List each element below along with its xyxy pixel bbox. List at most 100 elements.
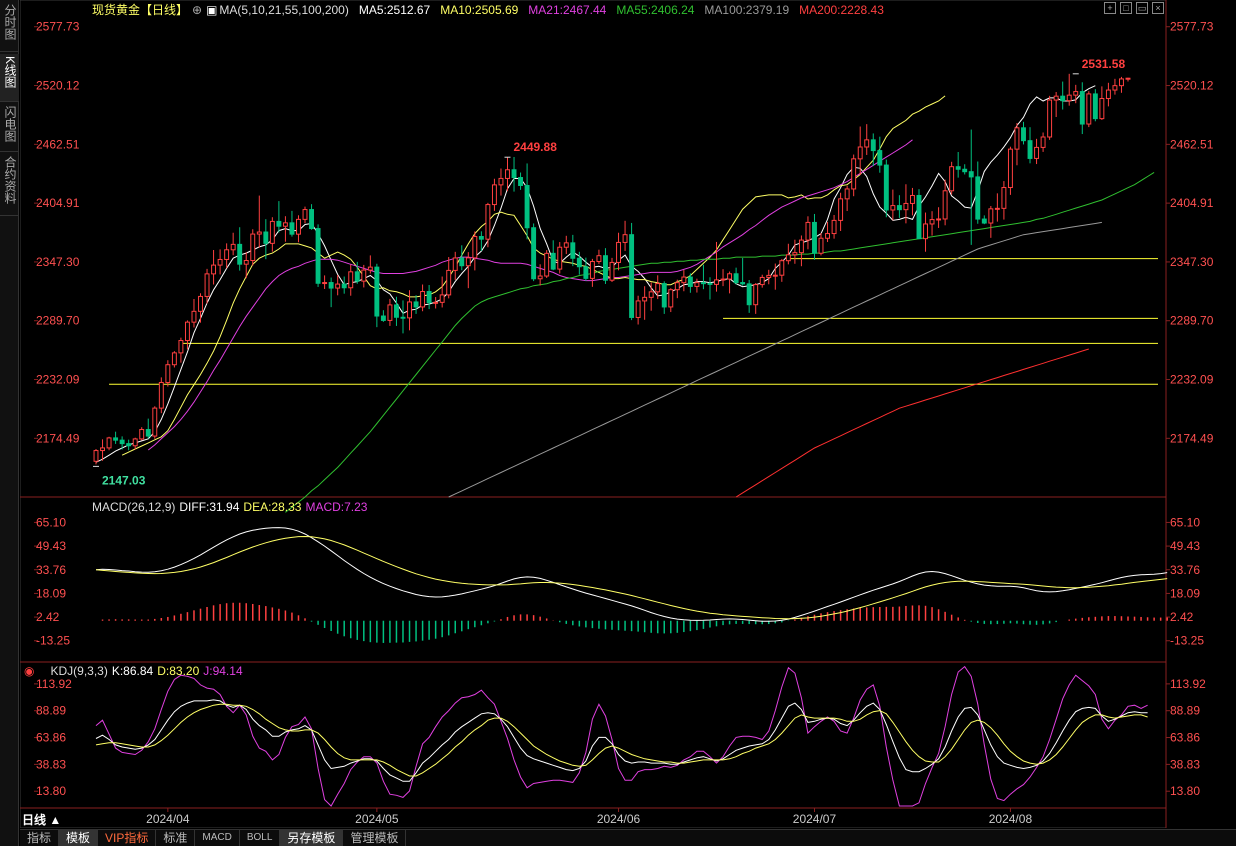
candle-body[interactable] — [779, 260, 785, 276]
candle-body[interactable] — [648, 291, 654, 298]
kdj-settings-icon[interactable]: ◉ — [24, 664, 35, 678]
candle-body[interactable] — [831, 219, 837, 235]
candle-body[interactable] — [923, 223, 928, 240]
candle-body[interactable] — [132, 438, 138, 447]
candle-body[interactable] — [792, 252, 798, 256]
candle-body[interactable] — [446, 269, 452, 296]
tab-manage-template[interactable]: 管理模板 — [343, 830, 407, 846]
candle-body[interactable] — [1079, 91, 1085, 125]
candle-body[interactable] — [100, 447, 105, 452]
candle-body[interactable] — [629, 234, 635, 318]
candle-body[interactable] — [387, 304, 393, 321]
candle-body[interactable] — [576, 257, 582, 268]
candle-body[interactable] — [224, 249, 230, 260]
candle-body[interactable] — [759, 276, 765, 286]
candle-body[interactable] — [1007, 148, 1013, 189]
candle-body[interactable] — [171, 352, 177, 366]
fullscreen-icon[interactable]: □ — [1120, 2, 1132, 14]
candle-body[interactable] — [243, 260, 249, 265]
candle-body[interactable] — [191, 310, 197, 323]
candle-body[interactable] — [746, 283, 752, 306]
candle-body[interactable] — [1086, 93, 1092, 125]
restore-icon[interactable]: ▭ — [1136, 2, 1148, 14]
candle-body[interactable] — [909, 194, 915, 204]
ma-settings-icon[interactable]: ▣ — [206, 3, 218, 17]
candle-body[interactable] — [1040, 136, 1046, 148]
candle-body[interactable] — [152, 407, 158, 437]
candle-body[interactable] — [139, 429, 145, 440]
candle-body[interactable] — [296, 218, 301, 235]
candle-body[interactable] — [302, 209, 308, 220]
candle-body[interactable] — [563, 242, 569, 248]
candle-body[interactable] — [1105, 89, 1111, 100]
candle-body[interactable] — [616, 241, 621, 263]
candle-body[interactable] — [1060, 95, 1066, 102]
candle-body[interactable] — [609, 261, 615, 281]
candle-body[interactable] — [335, 283, 341, 289]
macd-panel[interactable] — [95, 527, 1168, 643]
candle-body[interactable] — [341, 283, 347, 289]
lock-icon[interactable]: ⊕ — [192, 3, 203, 17]
candle-body[interactable] — [936, 218, 942, 221]
period-selector[interactable]: 日线 ▲ — [22, 813, 62, 827]
candle-body[interactable] — [211, 264, 217, 275]
candle-body[interactable] — [113, 437, 119, 441]
candle-body[interactable] — [472, 236, 478, 259]
candle-body[interactable] — [968, 171, 974, 178]
candle-body[interactable] — [851, 158, 857, 190]
candle-body[interactable] — [361, 269, 367, 282]
candle-body[interactable] — [1125, 77, 1131, 80]
candle-body[interactable] — [589, 261, 595, 279]
candle-body[interactable] — [256, 231, 262, 235]
candle-body[interactable] — [204, 273, 210, 297]
candle-body[interactable] — [478, 236, 484, 240]
candle-body[interactable] — [622, 234, 628, 243]
candle-body[interactable] — [550, 252, 556, 270]
price-panel[interactable]: 2531.58 2449.88 2147.03 — [93, 57, 1158, 513]
kline-chart[interactable]: 2531.58 2449.88 2147.03 2577.73 2577.73 2520… — [20, 0, 1236, 828]
candle-body[interactable] — [230, 243, 236, 251]
candle-body[interactable] — [687, 276, 693, 287]
candle-body[interactable] — [250, 233, 256, 262]
candle-body[interactable] — [720, 278, 726, 281]
candle-body[interactable] — [380, 315, 386, 321]
candle-body[interactable] — [237, 243, 243, 265]
candle-body[interactable] — [393, 304, 399, 318]
tab-vip-indicators[interactable]: VIP指标 — [98, 830, 157, 846]
candle-body[interactable] — [407, 301, 412, 319]
candle-body[interactable] — [1053, 95, 1059, 101]
tab-indicators[interactable]: 指标 — [20, 830, 60, 846]
candle-body[interactable] — [818, 237, 824, 254]
candle-body[interactable] — [126, 443, 132, 447]
tab-timeshare[interactable]: 分时图 — [0, 2, 19, 52]
candle-body[interactable] — [714, 279, 719, 285]
candle-body[interactable] — [93, 450, 99, 462]
candle-body[interactable] — [674, 282, 680, 291]
candle-body[interactable] — [158, 381, 164, 409]
candle-body[interactable] — [557, 246, 563, 270]
candle-body[interactable] — [426, 291, 432, 304]
candle-body[interactable] — [766, 274, 772, 278]
candle-body[interactable] — [1014, 127, 1020, 150]
candle-body[interactable] — [452, 257, 458, 271]
candle-body[interactable] — [864, 139, 870, 148]
tab-contract-info[interactable]: 合约资料 — [0, 154, 19, 216]
candle-body[interactable] — [642, 296, 648, 302]
candle-body[interactable] — [309, 209, 315, 230]
candle-body[interactable] — [1092, 93, 1098, 120]
candle-body[interactable] — [106, 437, 112, 449]
candle-body[interactable] — [825, 233, 831, 239]
candle-body[interactable] — [217, 258, 223, 266]
tab-standard[interactable]: 标准 — [156, 830, 196, 846]
candle-body[interactable] — [962, 168, 968, 173]
candle-body[interactable] — [1112, 85, 1118, 91]
close-icon[interactable]: × — [1152, 2, 1164, 14]
candle-body[interactable] — [635, 300, 641, 318]
candle-body[interactable] — [916, 194, 922, 240]
candle-body[interactable] — [994, 207, 1000, 210]
candle-body[interactable] — [896, 205, 902, 211]
candle-body[interactable] — [322, 282, 328, 285]
candle-body[interactable] — [119, 439, 125, 445]
candle-body[interactable] — [812, 221, 817, 254]
candle-body[interactable] — [955, 166, 961, 170]
